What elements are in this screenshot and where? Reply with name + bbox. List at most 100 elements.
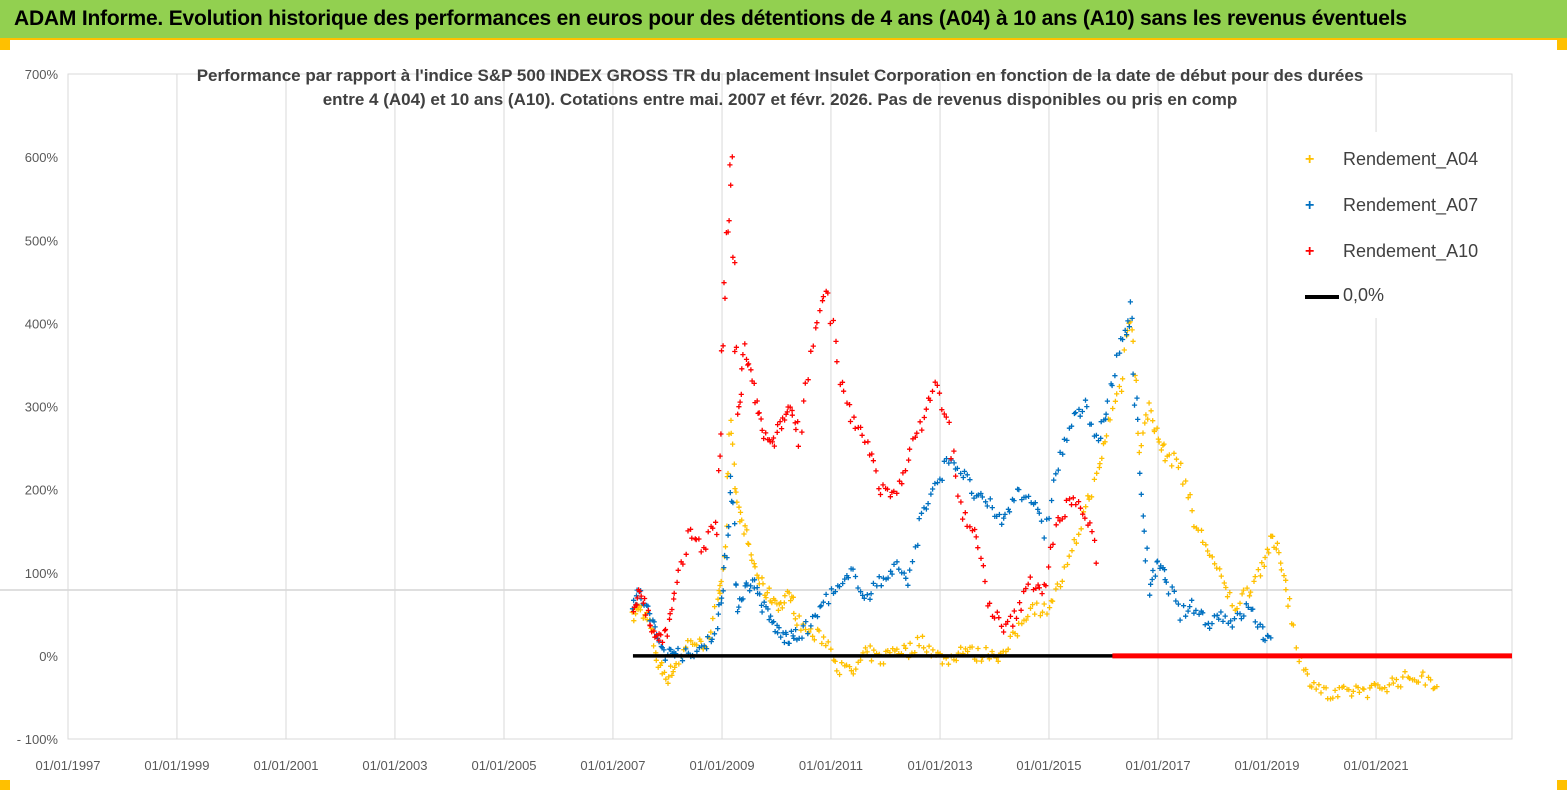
marker-a10 — [759, 427, 765, 433]
marker-a04 — [1069, 548, 1075, 554]
marker-a10 — [841, 388, 847, 394]
marker-a10 — [1053, 522, 1059, 528]
marker-a10 — [934, 382, 940, 388]
marker-a04 — [1415, 679, 1421, 685]
marker-a04 — [775, 607, 781, 613]
marker-a04 — [1180, 481, 1186, 487]
marker-a10 — [852, 425, 858, 431]
marker-a04 — [930, 647, 936, 653]
marker-a04 — [867, 643, 873, 649]
y-tick-label: 700% — [25, 67, 59, 82]
marker-a04 — [1364, 694, 1371, 701]
marker-a04 — [1246, 593, 1253, 599]
marker-a10 — [769, 439, 775, 445]
chart-title-line-2: entre 4 (A04) et 10 ans (A10). Cotations… — [322, 90, 1238, 109]
x-tick-label: 01/01/1999 — [144, 758, 209, 773]
marker-a04 — [995, 658, 1001, 664]
marker-a04 — [640, 615, 646, 621]
marker-a04 — [868, 658, 875, 664]
marker-a07 — [662, 657, 668, 663]
marker-a04 — [1205, 548, 1211, 554]
marker-a04 — [1091, 476, 1097, 482]
marker-a07 — [1202, 622, 1208, 628]
marker-a10 — [825, 290, 831, 296]
marker-a07 — [1016, 487, 1022, 493]
marker-a04 — [722, 544, 729, 550]
y-tick-label: 100% — [25, 566, 59, 581]
marker-a07 — [1200, 610, 1206, 616]
marker-a04 — [728, 430, 734, 436]
marker-a07 — [934, 480, 941, 486]
marker-a07 — [1035, 506, 1041, 512]
marker-a10 — [958, 499, 964, 505]
marker-a07 — [1163, 579, 1169, 585]
marker-a04 — [1212, 561, 1218, 567]
marker-a04 — [653, 657, 659, 663]
marker-a04 — [1173, 456, 1180, 462]
marker-a07 — [1060, 451, 1066, 457]
marker-a07 — [864, 592, 870, 598]
marker-a07 — [1137, 470, 1143, 476]
marker-a07 — [748, 583, 754, 589]
marker-a10 — [651, 628, 657, 634]
marker-a07 — [983, 499, 989, 505]
marker-a04 — [1278, 567, 1284, 573]
marker-a04 — [1102, 439, 1108, 445]
marker-a07 — [1144, 545, 1150, 551]
marker-a04 — [1061, 564, 1067, 570]
marker-a07 — [730, 500, 736, 506]
marker-a10 — [1055, 515, 1061, 521]
marker-a07 — [1049, 497, 1055, 504]
marker-a10 — [722, 295, 728, 301]
marker-a04 — [1283, 587, 1289, 593]
marker-a10 — [877, 491, 884, 498]
marker-a10 — [1027, 574, 1033, 580]
marker-a04 — [1229, 603, 1235, 609]
marker-a07 — [930, 486, 936, 492]
marker-a07 — [1196, 611, 1202, 617]
marker-a04 — [1071, 537, 1077, 543]
marker-a07 — [845, 575, 851, 581]
legend-item-zero: 0,0% — [1283, 282, 1510, 312]
marker-a10 — [761, 435, 767, 442]
marker-a07 — [1079, 408, 1085, 415]
marker-a10 — [876, 486, 882, 492]
y-tick-label: 200% — [25, 483, 59, 498]
y-tick-label: - 100% — [17, 732, 59, 747]
marker-a07 — [874, 583, 880, 589]
marker-a04 — [732, 486, 738, 492]
marker-a07 — [1023, 494, 1029, 500]
marker-a04 — [1178, 460, 1184, 466]
marker-a04 — [1183, 478, 1189, 484]
marker-a04 — [1059, 578, 1065, 584]
marker-a04 — [1054, 581, 1060, 587]
marker-a07 — [1148, 581, 1154, 587]
marker-a07 — [652, 624, 658, 630]
corner-mark-bottom-left — [0, 780, 10, 790]
marker-a07 — [631, 597, 637, 603]
legend-marker-a04: + — [1305, 151, 1315, 168]
marker-a04 — [1389, 675, 1395, 681]
marker-a07 — [896, 566, 902, 572]
marker-a10 — [994, 609, 1000, 615]
marker-a07 — [861, 595, 867, 601]
marker-a10 — [1089, 529, 1095, 535]
marker-a10 — [982, 578, 988, 585]
marker-a07 — [1117, 350, 1123, 356]
marker-a10 — [932, 379, 938, 385]
marker-a04 — [1428, 677, 1434, 683]
x-tick-label: 01/01/2019 — [1234, 758, 1299, 773]
marker-a07 — [1064, 437, 1070, 443]
marker-a04 — [1050, 598, 1056, 604]
marker-a07 — [726, 524, 732, 530]
marker-a07 — [1209, 621, 1215, 627]
marker-a04 — [781, 600, 787, 606]
marker-a10 — [729, 154, 735, 160]
marker-a07 — [1046, 515, 1052, 522]
marker-a07 — [694, 648, 700, 654]
marker-a07 — [818, 603, 824, 609]
marker-a07 — [1150, 567, 1156, 574]
marker-a07 — [783, 631, 789, 637]
marker-a07 — [1061, 436, 1067, 442]
marker-a07 — [1149, 576, 1155, 583]
